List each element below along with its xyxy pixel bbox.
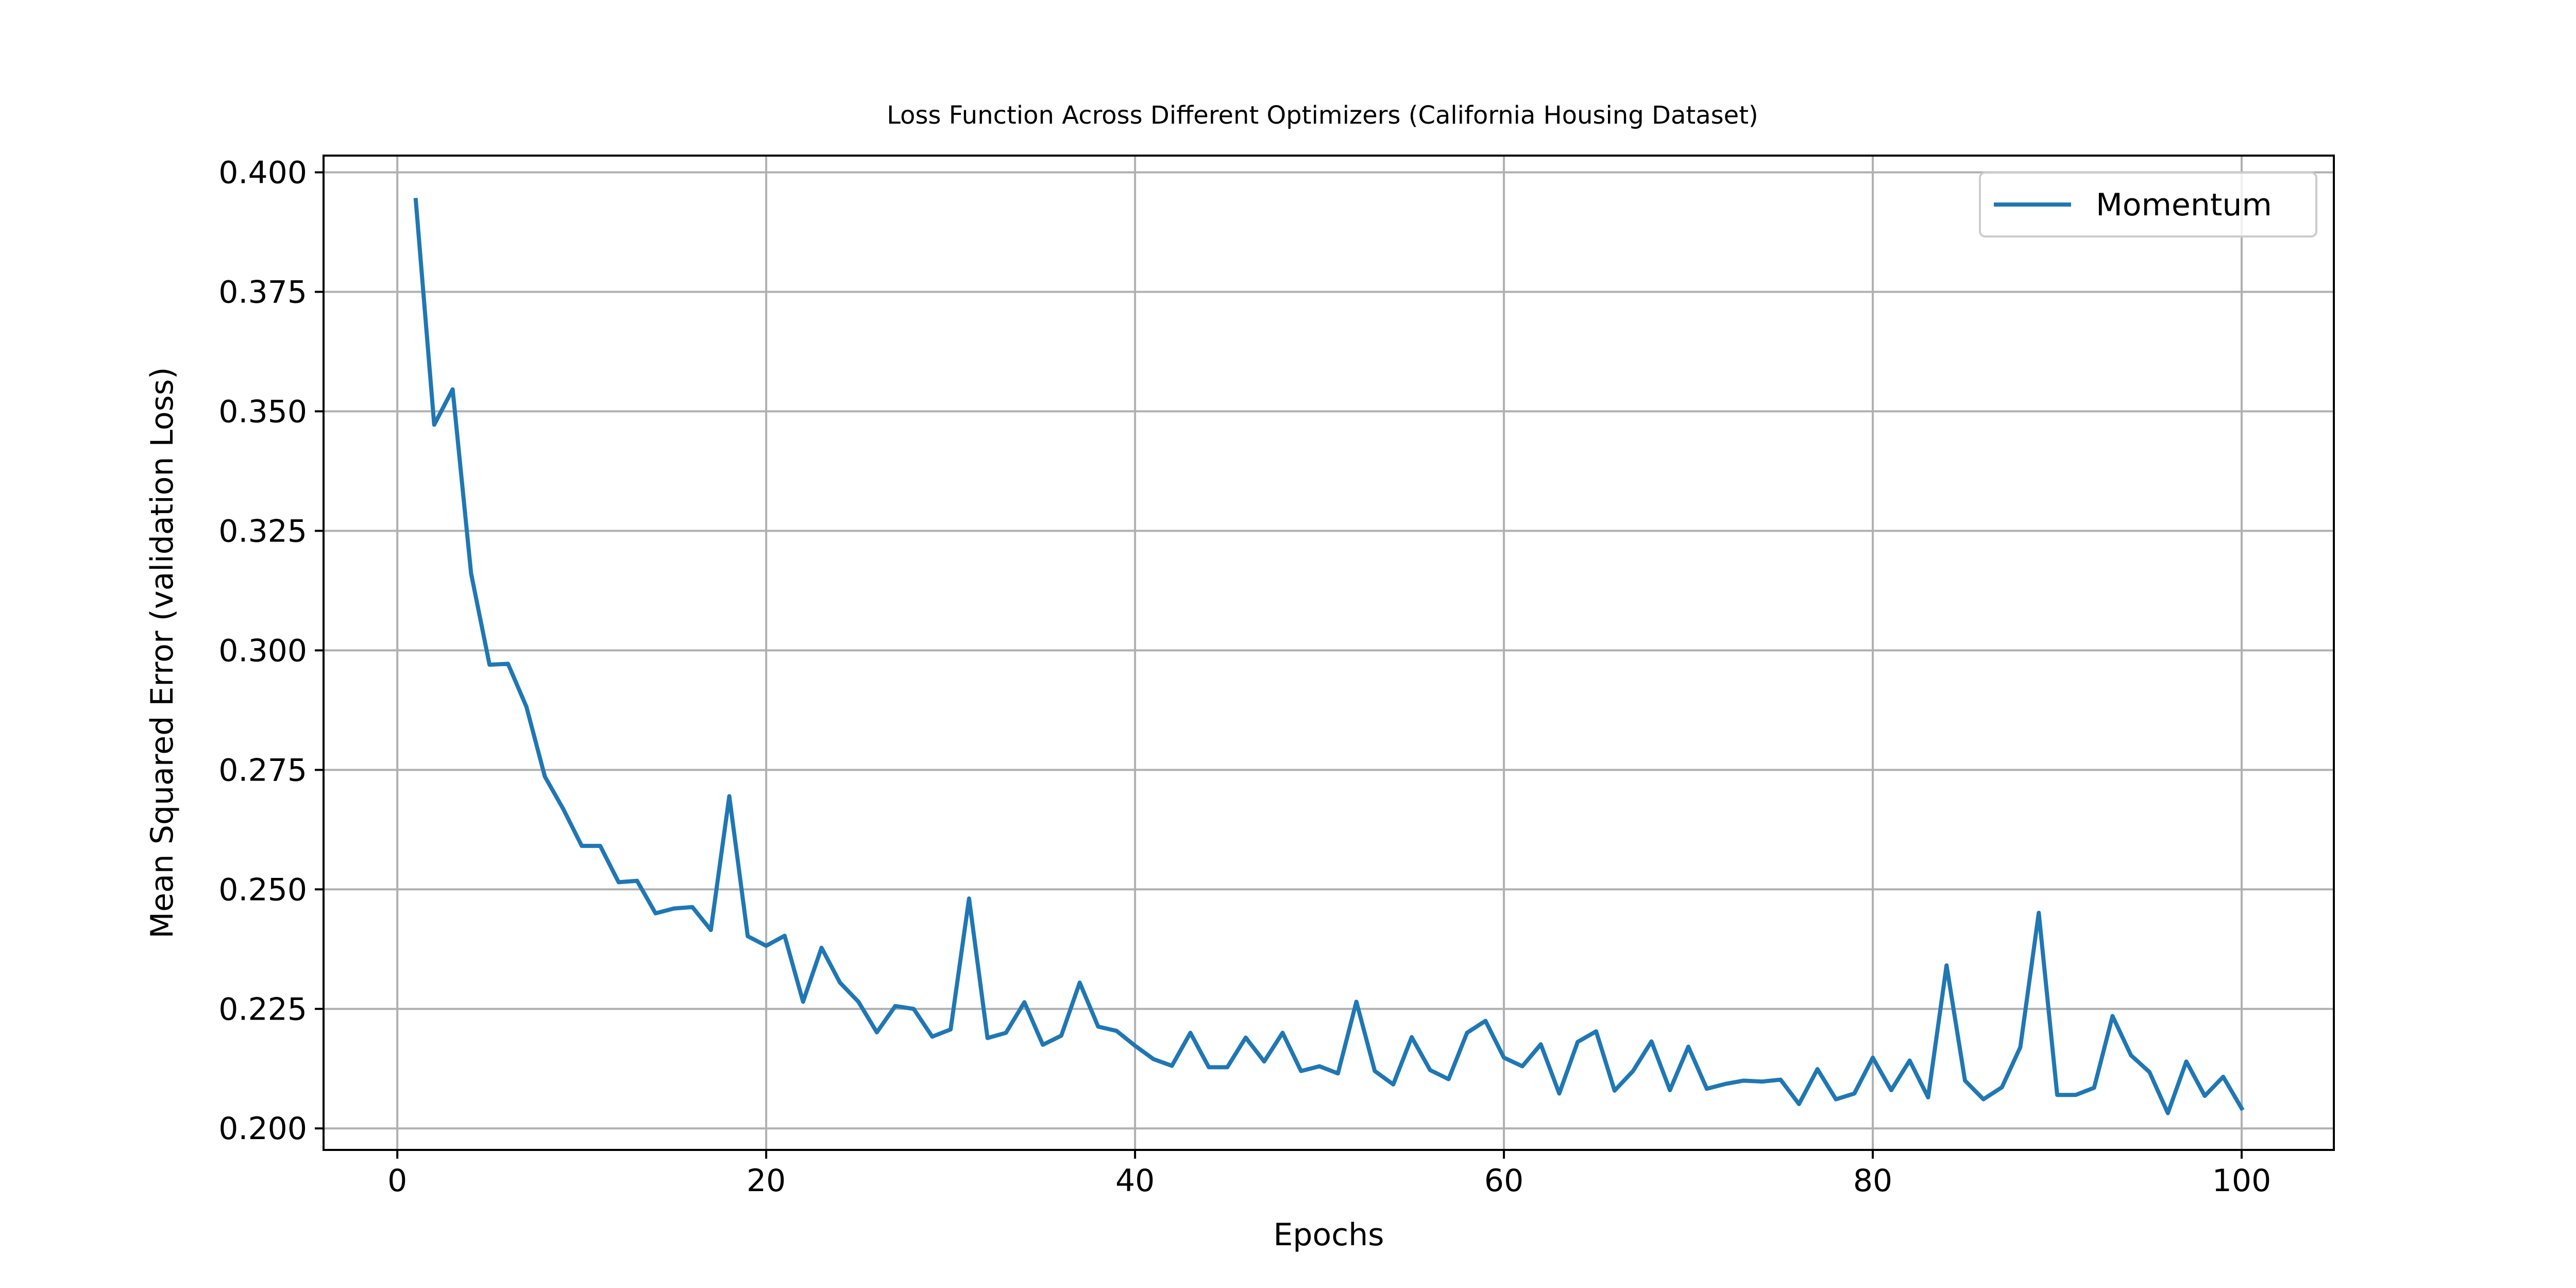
x-tick-label: 80: [1853, 1163, 1892, 1199]
plot-lines: [413, 197, 2245, 1115]
y-axis: 0.200 0.225 0.250 0.275 0.300 0.325 0.350 0.375…: [218, 155, 324, 1147]
x-tick-label: 40: [1115, 1163, 1155, 1199]
y-tick-label: 0.400: [218, 155, 307, 191]
y-tick-label: 0.325: [218, 513, 307, 549]
x-tick-label: 60: [1484, 1163, 1523, 1199]
chart-title: Loss Function Across Different Optimizer…: [887, 101, 1758, 130]
legend-box: [1979, 172, 2317, 238]
plot-frame: [323, 155, 2335, 1151]
x-axis: 0 20 40 60 80 100: [387, 1150, 2271, 1199]
y-tick-label: 0.225: [218, 991, 307, 1027]
y-tick-label: 0.275: [218, 752, 307, 788]
y-tick-label: 0.250: [218, 872, 307, 908]
legend: Momentum: [1979, 172, 2317, 238]
x-tick-label: 20: [747, 1163, 786, 1199]
grid-lines: [324, 156, 2334, 1150]
y-tick-label: 0.200: [218, 1111, 307, 1147]
y-tick-label: 0.375: [218, 274, 307, 310]
y-tick-label: 0.300: [218, 633, 307, 669]
legend-label: Momentum: [2096, 187, 2272, 223]
y-tick-label: 0.350: [218, 394, 307, 430]
x-tick-label: 0: [387, 1163, 407, 1199]
y-axis-label: Mean Squared Error (validation Loss): [144, 367, 180, 938]
series-line: [413, 197, 2245, 1115]
x-tick-label: 100: [2212, 1163, 2272, 1199]
x-axis-label: Epochs: [1274, 1217, 1384, 1253]
